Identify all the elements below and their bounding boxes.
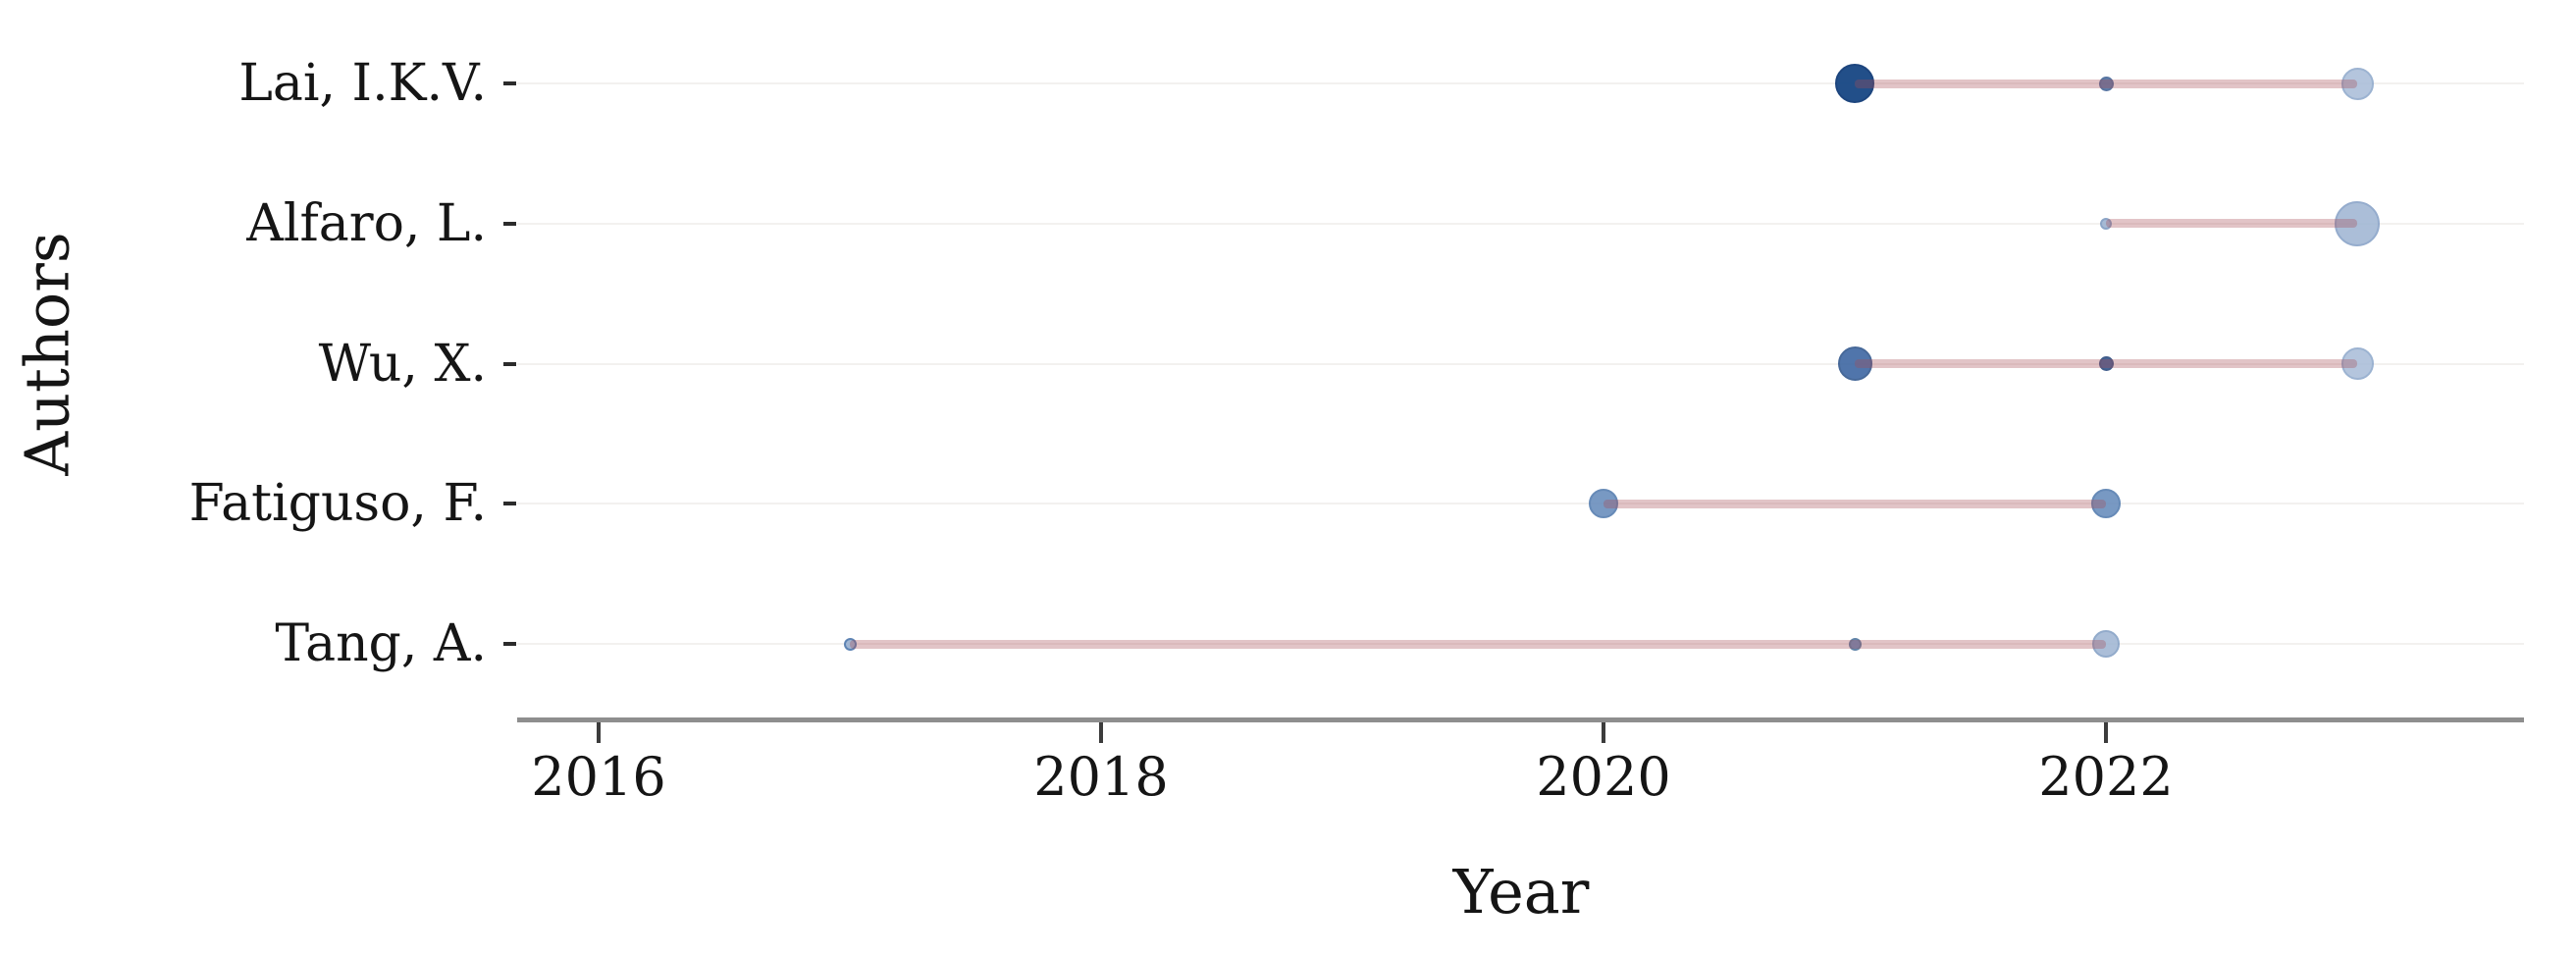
x-axis-tick	[597, 722, 601, 743]
trail-line	[2106, 219, 2357, 229]
x-axis-tick-label: 2022	[2038, 746, 2174, 808]
data-point	[1589, 489, 1618, 519]
x-axis-tick-label: 2016	[531, 746, 666, 808]
data-point	[1835, 64, 1874, 103]
data-point	[2091, 489, 2121, 519]
data-point	[2098, 356, 2114, 372]
row-gridline	[517, 643, 2524, 646]
x-axis-line	[517, 717, 2524, 722]
x-axis-title: Year	[1453, 856, 1590, 928]
row-gridline	[517, 362, 2524, 365]
data-point	[2100, 217, 2112, 230]
author-label: Wu, X.	[318, 334, 487, 394]
x-axis-tick	[2104, 722, 2108, 743]
trail-line	[1603, 499, 2106, 508]
x-axis-tick	[1602, 722, 1605, 743]
data-point	[1837, 346, 1872, 382]
row-gridline	[517, 503, 2524, 505]
x-axis-tick-label: 2020	[1536, 746, 1671, 808]
x-axis-tick	[1099, 722, 1103, 743]
data-point	[843, 637, 857, 651]
trail-line	[850, 639, 2106, 649]
row-gridline	[517, 82, 2524, 84]
y-axis-tick	[503, 221, 516, 226]
x-axis-tick-label: 2018	[1033, 746, 1169, 808]
y-axis-tick	[503, 81, 516, 85]
data-point	[2340, 347, 2374, 381]
author-label: Lai, I.K.V.	[238, 54, 487, 113]
author-label: Alfaro, L.	[246, 193, 487, 253]
y-axis-tick	[503, 502, 516, 506]
data-point	[1848, 637, 1862, 651]
data-point	[2335, 200, 2380, 246]
trail-line	[1855, 359, 2357, 369]
x-axis-title-text: Year	[1452, 856, 1590, 928]
row-gridline	[517, 222, 2524, 225]
author-label: Tang, A.	[275, 614, 487, 674]
author-label: Fatiguso, F.	[188, 474, 487, 534]
trail-line	[1855, 79, 2357, 88]
y-axis-tick	[503, 642, 516, 647]
data-point	[2340, 67, 2374, 100]
y-axis-tick	[503, 361, 516, 366]
data-point	[2098, 76, 2114, 91]
data-point	[2092, 630, 2120, 659]
